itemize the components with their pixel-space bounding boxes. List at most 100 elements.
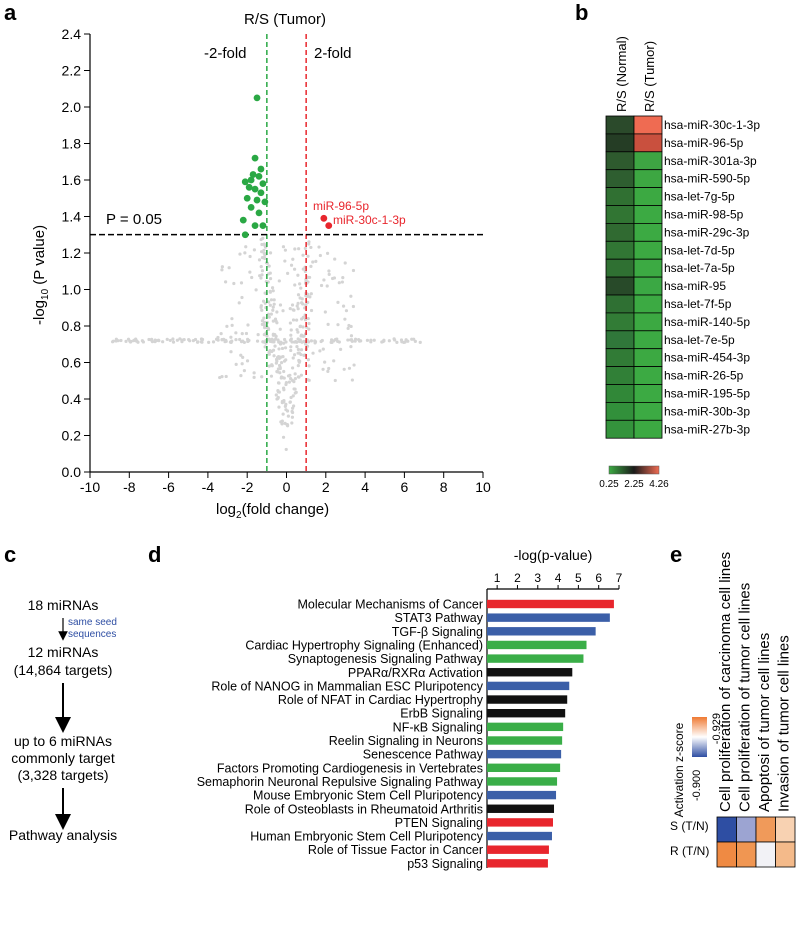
nonsig-point: [269, 312, 273, 316]
nonsig-point: [293, 283, 297, 287]
nonsig-point: [257, 258, 262, 262]
nonsig-point: [341, 304, 346, 308]
nonsig-point: [230, 323, 234, 327]
flow-step-1: 18 miRNAs: [28, 597, 99, 613]
nonsig-point: [274, 334, 278, 338]
nonsig-point: [382, 339, 386, 343]
nonsig-point: [268, 277, 273, 281]
nonsig-point: [365, 338, 370, 342]
heat-e-col-header: Apoptosi of tumor cell lines: [756, 633, 773, 812]
pathway-label: Role of NANOG in Mammalian ESC Pluripote…: [211, 679, 483, 693]
down-point: [261, 198, 269, 206]
nonsig-point: [306, 292, 310, 296]
nonsig-point: [276, 354, 281, 359]
heat-b-cell: [633, 222, 663, 242]
nonsig-point: [244, 331, 249, 336]
nonsig-point: [317, 245, 321, 249]
heat-e-col-header: Invasion of tumor cell lines: [776, 635, 793, 812]
nonsig-point: [275, 310, 279, 314]
nonsig-point: [333, 378, 337, 383]
heat-b-colorbar-mid: 2.25: [624, 479, 644, 490]
nonsig-point: [288, 373, 292, 377]
x-tick-label: -8: [123, 479, 136, 495]
nonsig-point: [150, 337, 154, 341]
pathway-bar: [487, 736, 563, 745]
nonsig-point: [272, 354, 276, 358]
nonsig-point: [263, 345, 267, 349]
x-tick-label: 0: [283, 479, 291, 495]
pathway-label: Role of Osteoblasts in Rheumatoid Arthri…: [245, 802, 483, 816]
nonsig-point: [141, 340, 145, 344]
down-point: [253, 94, 261, 102]
heat-e-legend-title: Activation z-score: [672, 722, 686, 817]
nonsig-point: [178, 337, 182, 341]
nonsig-point: [323, 360, 327, 364]
nonsig-point: [286, 414, 290, 418]
nonsig-point: [369, 340, 373, 344]
down-point: [241, 178, 249, 186]
heat-b-colorbar: [608, 465, 660, 475]
mirna-heatmap: hsa-miR-30c-1-3p hsa-miR-96-5p hsa-miR-301…: [605, 115, 760, 439]
pathway-label: TGF-β Signaling: [392, 625, 483, 639]
nonsig-point: [284, 402, 288, 406]
nonsig-point: [278, 371, 282, 375]
nonsig-point: [291, 308, 295, 312]
heat-b-cell: [605, 384, 635, 403]
heat-b-colorbar-max: 4.26: [649, 479, 669, 490]
down-point: [251, 154, 259, 162]
nonsig-point: [299, 286, 303, 290]
heat-b-cell: [605, 169, 635, 188]
down-point: [247, 203, 255, 211]
pathway-label: PTEN Signaling: [395, 816, 483, 830]
nonsig-point: [250, 275, 254, 280]
up-point: [320, 214, 328, 222]
down-point: [243, 194, 251, 202]
heat-b-cell: [633, 366, 663, 385]
heat-b-cell: [633, 258, 663, 278]
nonsig-point: [281, 354, 285, 359]
nonsig-point: [329, 340, 333, 344]
panel-a-label: a: [4, 0, 17, 25]
down-point: [247, 176, 255, 184]
volcano-ticks: -10 -8 -6 -4 -2 0 2 4 6 8 10 0.0 0.2 0.4 0.6 0.8 1.0 1.2 1…: [62, 26, 491, 495]
nonsig-point: [321, 367, 325, 371]
nonsig-point: [290, 409, 294, 414]
nonsig-point: [321, 347, 325, 351]
heat-b-col-normal: R/S (Normal): [614, 36, 629, 112]
y-tick-label: 1.2: [62, 245, 82, 261]
nonsig-point: [301, 253, 305, 257]
nonsig-point: [277, 363, 282, 368]
nonsig-point: [290, 421, 294, 425]
nonsig-point: [301, 325, 305, 329]
nonsig-point: [295, 328, 299, 332]
nonsig-point: [349, 345, 353, 349]
nonsig-point: [240, 295, 244, 300]
heat-b-cell: [605, 312, 635, 332]
nonsig-point: [347, 366, 352, 370]
heat-e-column-headers: Cell proliferation of carcinoma cell lin…: [717, 552, 793, 812]
nonsig-point: [280, 419, 284, 423]
nonsig-point: [260, 375, 264, 379]
pathway-bar: [487, 654, 584, 663]
pathway-bar: [487, 845, 549, 854]
nonsig-point: [229, 340, 233, 344]
nonsig-point: [180, 340, 184, 344]
nonsig-point: [214, 337, 219, 341]
nonsig-point: [282, 388, 286, 392]
nonsig-point: [299, 348, 304, 352]
nonsig-point: [279, 376, 283, 380]
down-point: [253, 196, 261, 204]
nonsig-point: [282, 376, 286, 380]
heat-b-cell: [605, 187, 635, 206]
nonsig-point: [327, 269, 331, 273]
nonsig-point: [258, 274, 262, 278]
pathway-label: STAT3 Pathway: [395, 611, 484, 625]
heat-e-cell: [736, 816, 757, 843]
nonsig-point: [297, 360, 301, 364]
nonsig-point: [304, 303, 308, 307]
pathway-bar: [487, 859, 548, 868]
nonsig-point: [387, 339, 391, 343]
down-point: [241, 231, 249, 239]
nonsig-point: [311, 351, 315, 355]
nonsig-point: [290, 303, 295, 307]
